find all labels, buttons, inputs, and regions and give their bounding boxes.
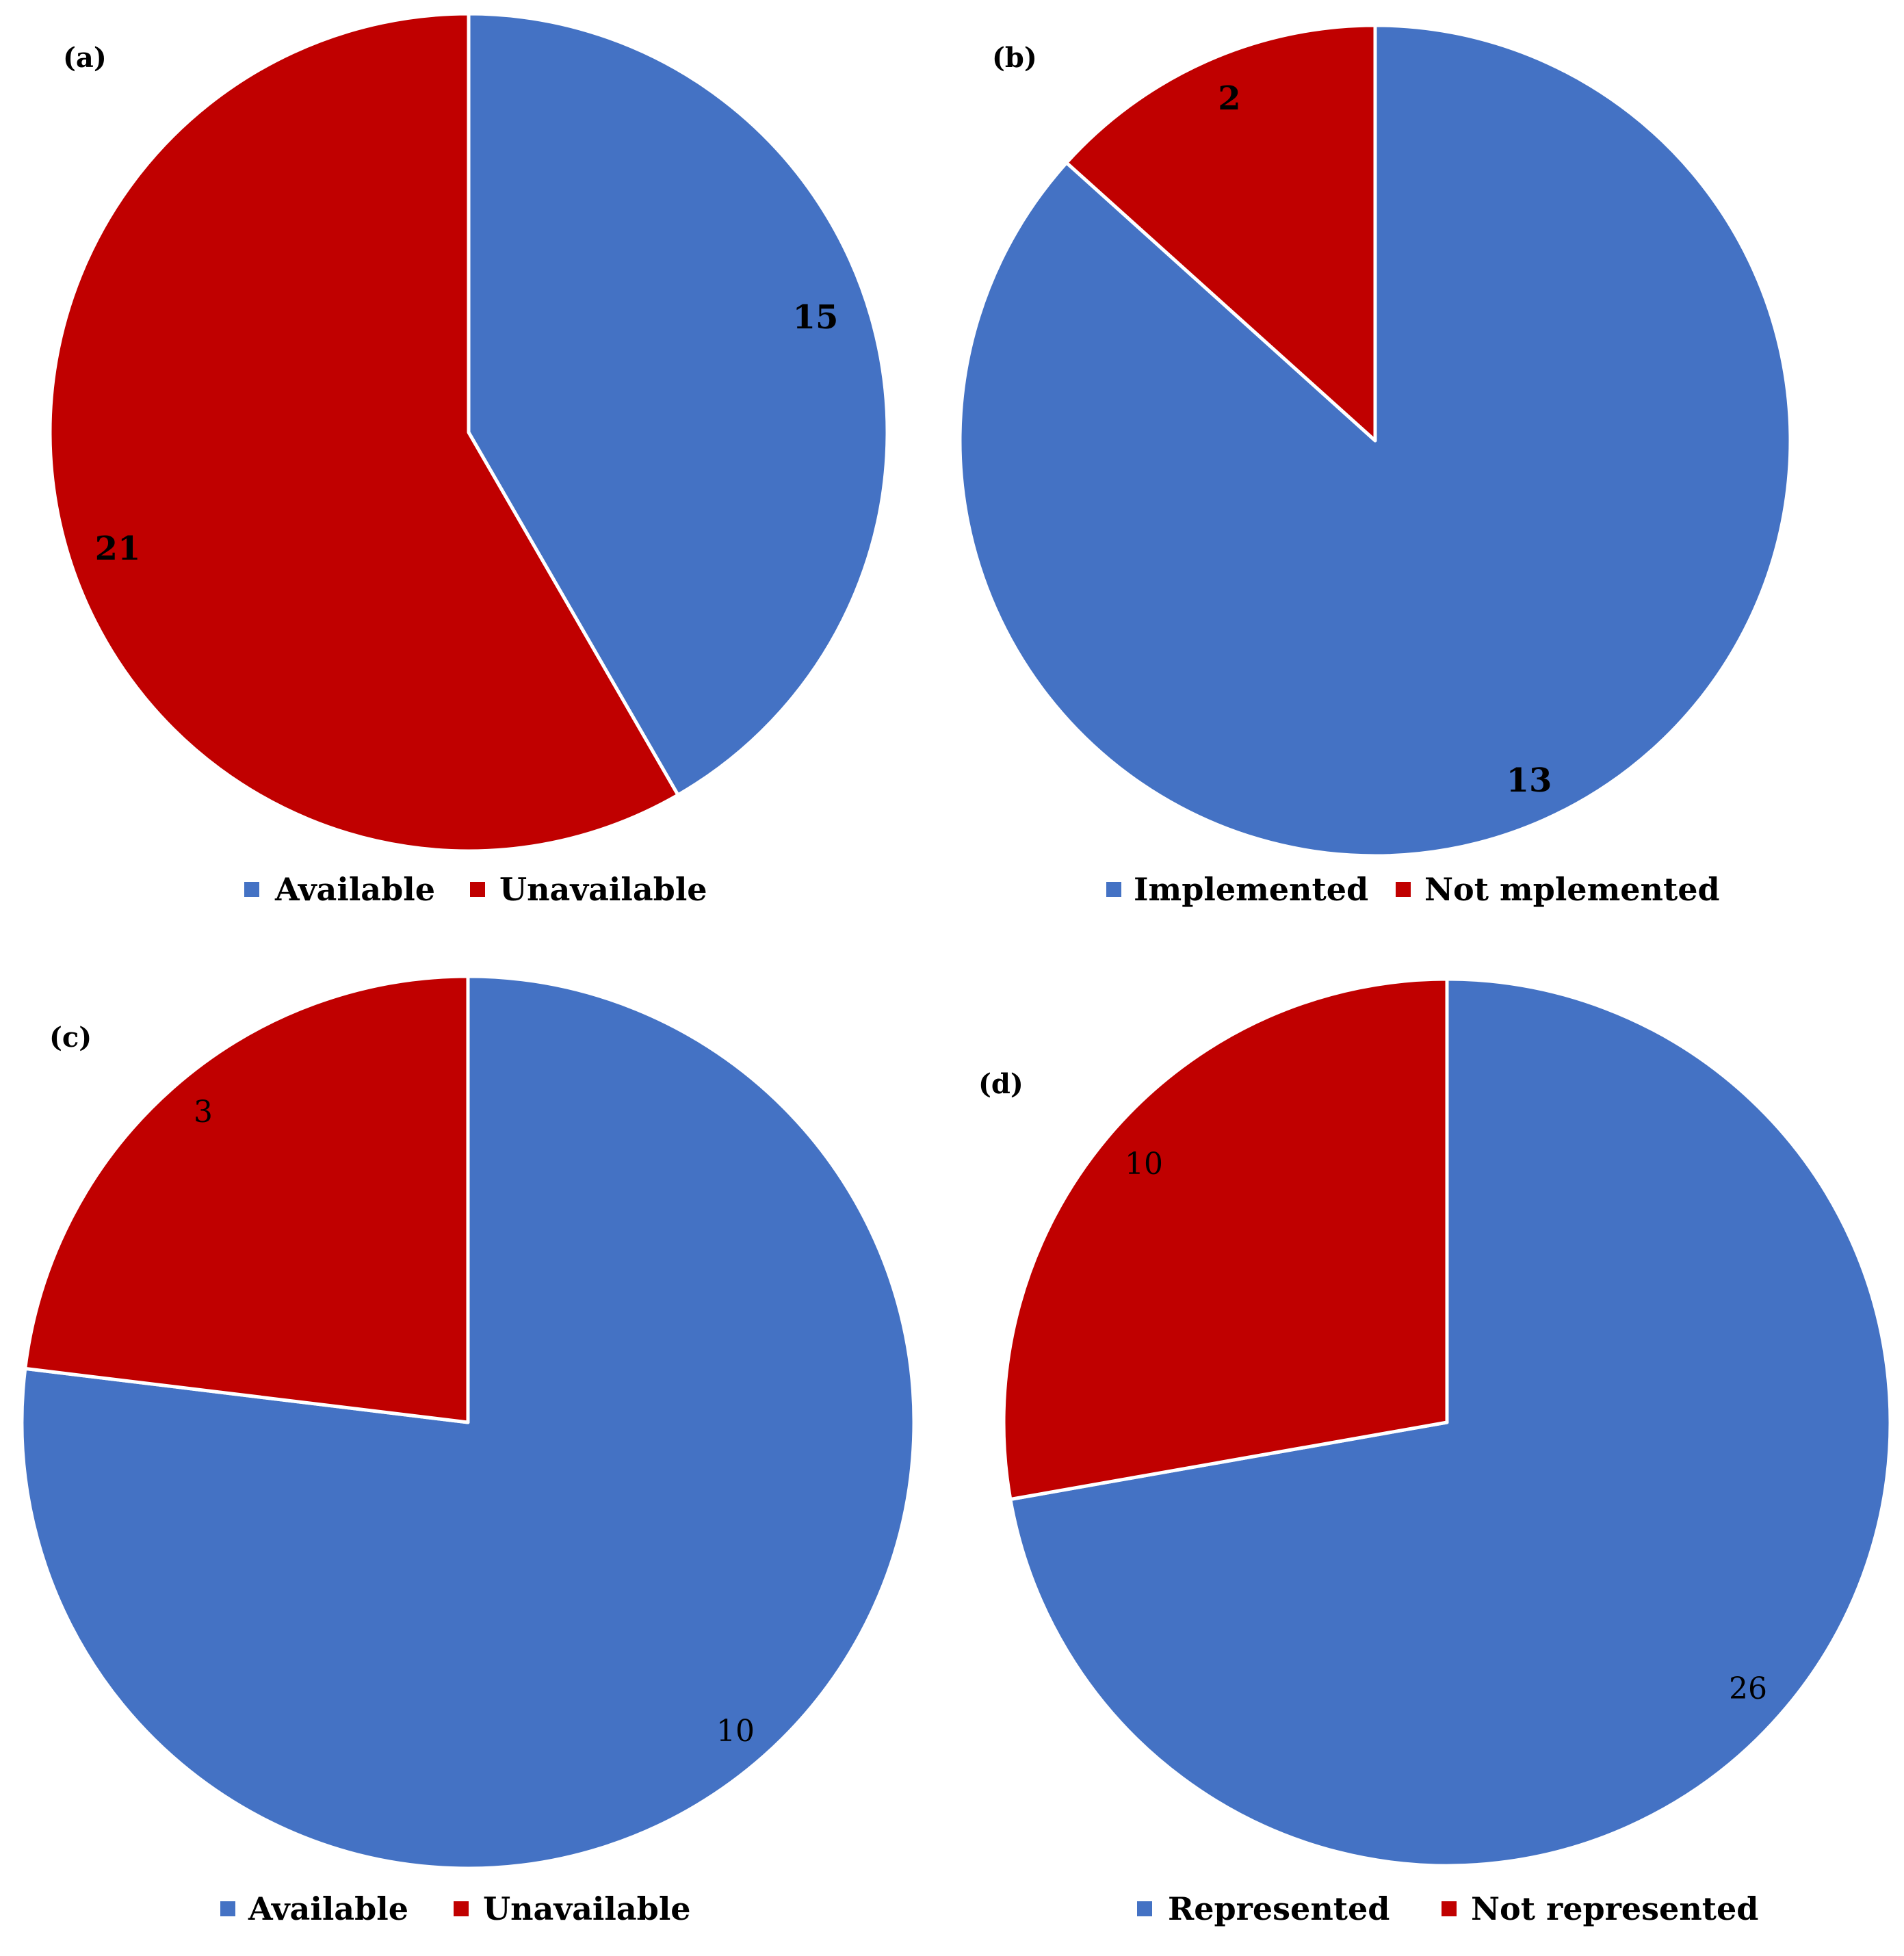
legend-c: Available Unavailable [220, 1890, 691, 1927]
pie-slice-a-unavailable [48, 12, 680, 853]
pie-panel-d: (d) 26 10 Represented Not represented [978, 977, 1892, 1927]
pie-slice-b-not-mplemented [1065, 23, 1377, 443]
legend-label-a-available: Available [274, 871, 435, 908]
pie-slice-d-not-represented [1002, 977, 1449, 1502]
slice-label-b-not-implemented: 2 [1218, 79, 1240, 118]
panel-label-c: (c) [49, 1021, 92, 1054]
slice-label-a-unavailable: 21 [95, 530, 141, 568]
slice-label-d-not-represented: 10 [1125, 1147, 1163, 1182]
legend-label-c-available: Available [248, 1890, 408, 1927]
legend-swatch-b-implemented [1106, 882, 1121, 897]
legend-label-c-unavailable: Unavailable [483, 1890, 691, 1927]
legend-swatch-d-not-represented [1442, 1901, 1457, 1916]
legend-label-a-unavailable: Unavailable [499, 871, 707, 908]
slice-label-d-represented: 26 [1729, 1671, 1767, 1706]
legend-swatch-c-available [220, 1901, 235, 1916]
pie-slice-d-represented [1008, 977, 1892, 1868]
slice-label-a-available: 15 [793, 298, 839, 337]
legend-label-d-represented: Represented [1168, 1890, 1390, 1927]
pie-panel-c: (c) 10 3 Available Unavailable [20, 974, 916, 1927]
legend-d: Represented Not represented [1137, 1890, 1758, 1927]
pie-a-slices [48, 12, 889, 853]
pie-slice-c-unavailable [23, 974, 470, 1424]
legend-b: Implemented Not mplemented [1106, 871, 1720, 908]
pie-c-slices [20, 974, 916, 1870]
pie-slice-a-available [467, 12, 889, 797]
pie-d-slices [1002, 977, 1892, 1868]
legend-label-b-implemented: Implemented [1134, 871, 1368, 908]
legend-swatch-b-not-implemented [1396, 882, 1411, 897]
legend-swatch-a-available [244, 882, 259, 897]
legend-swatch-c-unavailable [454, 1901, 469, 1916]
slice-label-c-available: 10 [716, 1714, 755, 1749]
legend-label-b-not-implemented: Not mplemented [1424, 871, 1720, 908]
panel-label-a: (a) [63, 42, 107, 74]
legend-a: Available Unavailable [244, 871, 707, 908]
legend-swatch-d-represented [1137, 1901, 1152, 1916]
slice-label-b-implemented: 13 [1507, 761, 1552, 800]
pie-panel-b: (b) 13 2 Implemented Not mplemented [958, 23, 1792, 908]
legend-swatch-a-unavailable [470, 882, 485, 897]
panel-label-d: (d) [978, 1068, 1023, 1100]
legend-label-d-not-represented: Not represented [1471, 1890, 1758, 1927]
pie-b-slices [958, 23, 1792, 858]
panel-label-b: (b) [992, 42, 1037, 74]
pie-slice-c-available [20, 974, 916, 1870]
pie-panel-a: (a) 15 21 Available Unavailable [48, 12, 889, 908]
slice-label-c-unavailable: 3 [194, 1095, 213, 1130]
